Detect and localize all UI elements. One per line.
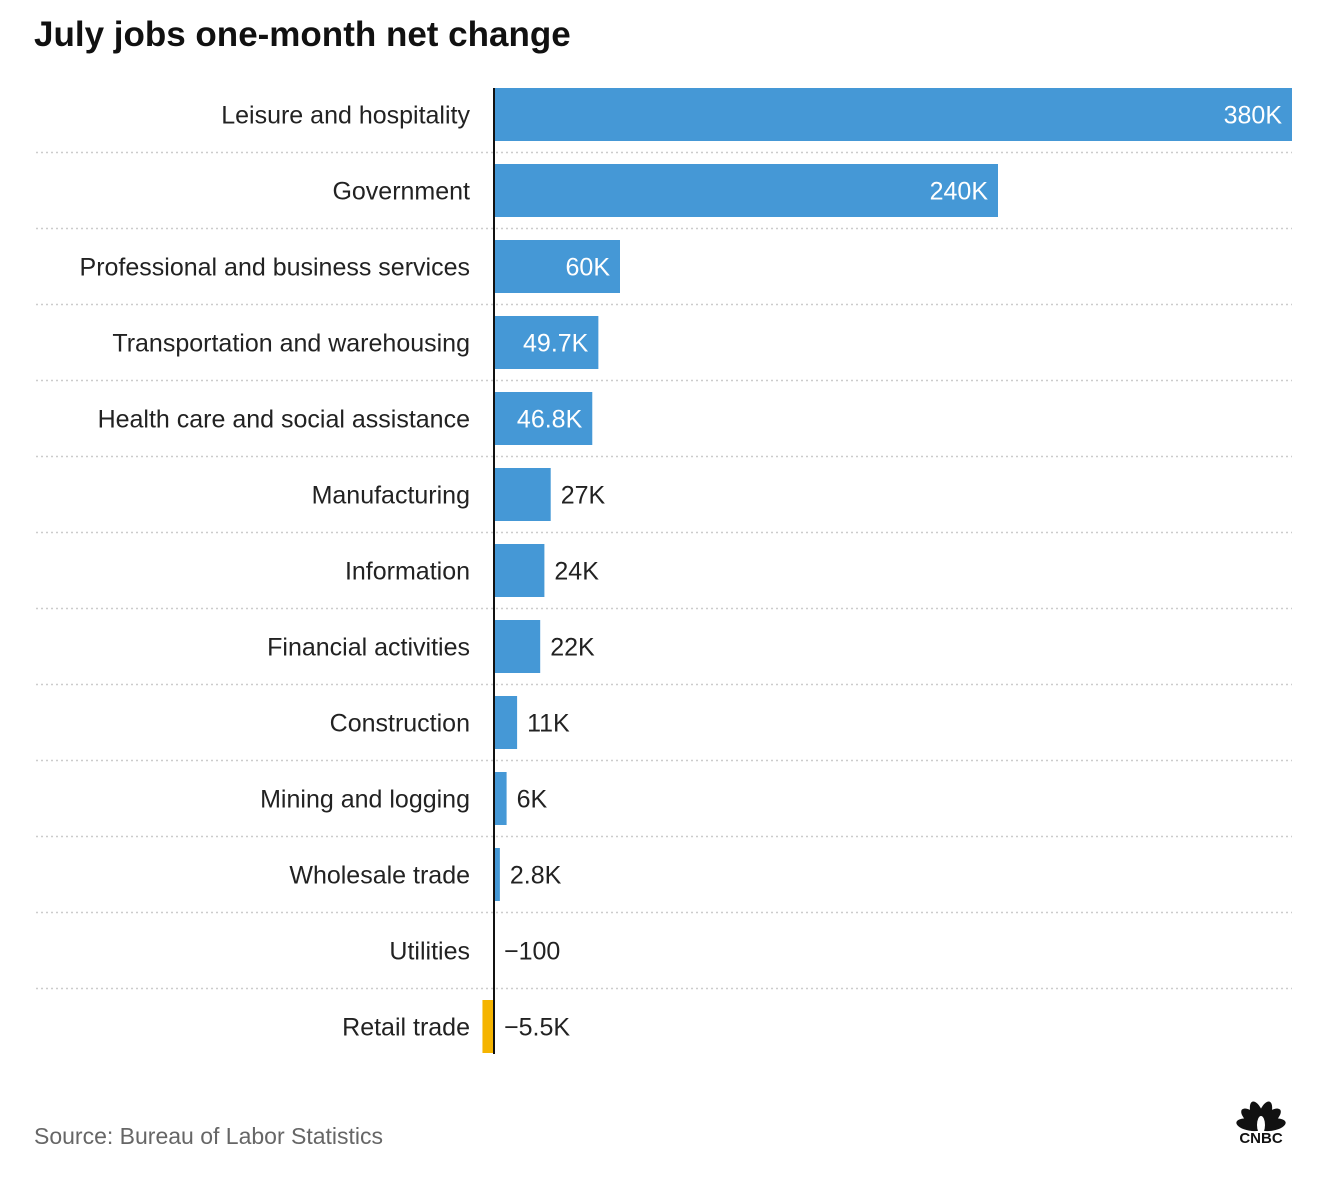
bar	[494, 316, 599, 369]
bar	[494, 164, 998, 217]
value-label: 46.8K	[517, 406, 583, 434]
bar	[494, 468, 551, 521]
category-label: Manufacturing	[312, 482, 470, 510]
bar	[494, 544, 545, 597]
category-label: Retail trade	[342, 1014, 470, 1042]
category-label: Health care and social assistance	[98, 406, 470, 434]
value-label: −5.5K	[504, 1014, 570, 1042]
category-label: Information	[345, 558, 470, 586]
value-label: 2.8K	[510, 862, 562, 890]
cnbc-logo: CNBC	[1236, 1101, 1286, 1147]
value-label: 380K	[1224, 102, 1283, 130]
bar	[494, 772, 507, 825]
bar	[494, 392, 593, 445]
category-label: Financial activities	[267, 634, 470, 662]
bar	[482, 1000, 494, 1053]
value-label: 24K	[554, 558, 599, 586]
bar	[494, 848, 500, 901]
value-label: 60K	[566, 254, 611, 282]
value-label: 49.7K	[523, 330, 589, 358]
cnbc-logo-text: CNBC	[1239, 1130, 1282, 1147]
value-label: 27K	[561, 482, 606, 510]
peacock-body	[1257, 1116, 1265, 1134]
category-label: Government	[332, 178, 470, 206]
bar	[494, 88, 1292, 141]
category-label: Leisure and hospitality	[221, 102, 470, 130]
chart-rows: Leisure and hospitality 380K Government 240…	[36, 88, 1292, 1053]
bar	[494, 240, 620, 293]
peacock-feather	[1258, 1118, 1286, 1132]
category-label: Construction	[330, 710, 470, 738]
category-label: Mining and logging	[260, 786, 470, 814]
value-label: 240K	[930, 178, 989, 206]
value-label: −100	[504, 938, 560, 966]
value-label: 22K	[550, 634, 595, 662]
category-label: Professional and business services	[80, 254, 470, 282]
category-label: Wholesale trade	[289, 862, 470, 890]
chart-title: July jobs one-month net change	[34, 15, 571, 54]
category-label: Utilities	[389, 938, 470, 966]
bar	[494, 620, 541, 673]
source-note: Source: Bureau of Labor Statistics	[34, 1123, 383, 1149]
bar	[494, 696, 518, 749]
value-label: 11K	[527, 710, 570, 738]
value-label: 6K	[517, 786, 548, 814]
cnbc-peacock-icon	[1236, 1101, 1286, 1134]
category-label: Transportation and warehousing	[112, 330, 470, 358]
